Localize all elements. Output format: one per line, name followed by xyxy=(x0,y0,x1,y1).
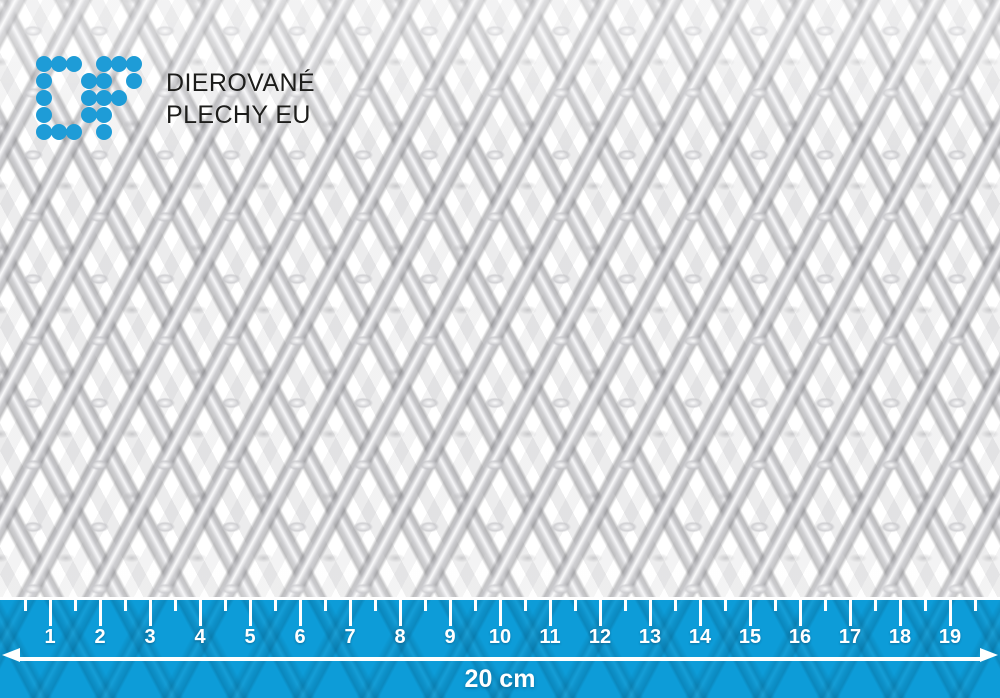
ruler-tick-label: 12 xyxy=(588,626,612,648)
logo-dot xyxy=(126,56,142,72)
ruler-tick-minor xyxy=(74,600,77,611)
logo-dot xyxy=(96,124,112,140)
ruler-tick-major xyxy=(499,600,502,626)
ruler-tick-major xyxy=(349,600,352,626)
arrow-left-icon xyxy=(2,648,20,662)
logo-dot xyxy=(36,56,52,72)
ruler-tick-major xyxy=(249,600,252,626)
ruler-tick-minor xyxy=(274,600,277,611)
logo-dot xyxy=(36,73,52,89)
ruler-tick-major xyxy=(199,600,202,626)
logo-dot xyxy=(36,107,52,123)
ruler-tick-major xyxy=(599,600,602,626)
logo-dot xyxy=(96,56,112,72)
ruler-tick-label: 9 xyxy=(444,626,456,648)
ruler-tick-label: 7 xyxy=(344,626,356,648)
ruler-tick-major xyxy=(899,600,902,626)
ruler-tick-major xyxy=(449,600,452,626)
ruler-tick-minor xyxy=(574,600,577,611)
logo-dot xyxy=(66,124,82,140)
brand-logo: DIEROVANÉ PLECHY EU xyxy=(36,54,356,144)
ruler-tick-label: 17 xyxy=(838,626,862,648)
ruler-tick-label: 10 xyxy=(488,626,512,648)
logo-dot xyxy=(96,107,112,123)
ruler-tick-major xyxy=(299,600,302,626)
logo-dot-mark xyxy=(36,56,142,142)
logo-line-1: DIEROVANÉ xyxy=(166,68,315,97)
ruler-tick-minor xyxy=(324,600,327,611)
ruler-tick-marks: 1 2 3 4 5 6 7 8 9 10 11 12 13 14 15 16 17 18 19 xyxy=(0,600,1000,648)
arrow-right-icon xyxy=(980,648,998,662)
ruler-tick-minor xyxy=(924,600,927,611)
logo-dot xyxy=(96,73,112,89)
logo-dot xyxy=(81,73,97,89)
logo-dot xyxy=(126,73,142,89)
ruler-tick-minor xyxy=(874,600,877,611)
logo-dot xyxy=(81,90,97,106)
logo-dot xyxy=(96,90,112,106)
dimension-line xyxy=(18,657,982,661)
ruler-tick-minor xyxy=(374,600,377,611)
ruler-tick-minor xyxy=(224,600,227,611)
ruler-tick-major xyxy=(799,600,802,626)
logo-dot xyxy=(51,56,67,72)
logo-dot xyxy=(66,56,82,72)
ruler-tick-minor xyxy=(774,600,777,611)
ruler-tick-major xyxy=(549,600,552,626)
logo-dot xyxy=(111,56,127,72)
ruler-tick-label: 11 xyxy=(539,626,561,648)
dimension-label: 20 cm xyxy=(464,665,536,693)
ruler-tick-label: 8 xyxy=(394,626,406,648)
logo-dot xyxy=(36,124,52,140)
ruler-tick-minor xyxy=(824,600,827,611)
ruler-tick-label: 15 xyxy=(738,626,762,648)
ruler-tick-major xyxy=(149,600,152,626)
ruler-tick-major xyxy=(849,600,852,626)
ruler-tick-label: 5 xyxy=(244,626,256,648)
ruler-tick-label: 3 xyxy=(144,626,156,648)
logo-dot xyxy=(111,90,127,106)
ruler-tick-minor xyxy=(624,600,627,611)
ruler-tick-label: 16 xyxy=(788,626,812,648)
ruler-tick-label: 18 xyxy=(888,626,912,648)
ruler-tick-minor xyxy=(474,600,477,611)
ruler-tick-minor xyxy=(674,600,677,611)
ruler-tick-minor xyxy=(24,600,27,611)
ruler-tick-major xyxy=(949,600,952,626)
ruler-tick-minor xyxy=(174,600,177,611)
dimension-measure: 20 cm xyxy=(0,648,1000,698)
ruler-tick-major xyxy=(49,600,52,626)
ruler-tick-label: 13 xyxy=(638,626,662,648)
ruler-tick-minor xyxy=(424,600,427,611)
ruler-tick-major xyxy=(649,600,652,626)
ruler-tick-label: 4 xyxy=(194,626,206,648)
logo-line-2: PLECHY EU xyxy=(166,101,311,129)
ruler-tick-major xyxy=(749,600,752,626)
scale-ruler: 1 2 3 4 5 6 7 8 9 10 11 12 13 14 15 16 17 18 19 20 cm xyxy=(0,597,1000,698)
ruler-top-edge xyxy=(0,597,1000,600)
ruler-tick-label: 14 xyxy=(688,626,712,648)
logo-dot xyxy=(36,90,52,106)
ruler-tick-major xyxy=(99,600,102,626)
ruler-tick-major xyxy=(399,600,402,626)
ruler-tick-minor xyxy=(974,600,977,611)
ruler-tick-label: 1 xyxy=(44,626,56,648)
logo-dot xyxy=(51,124,67,140)
ruler-tick-label: 19 xyxy=(938,626,962,648)
ruler-tick-minor xyxy=(124,600,127,611)
ruler-tick-minor xyxy=(724,600,727,611)
ruler-tick-minor xyxy=(524,600,527,611)
ruler-tick-label: 2 xyxy=(94,626,106,648)
logo-wordmark: DIEROVANÉ PLECHY EU xyxy=(166,67,315,132)
ruler-tick-major xyxy=(699,600,702,626)
ruler-tick-label: 6 xyxy=(294,626,306,648)
logo-dot xyxy=(81,107,97,123)
